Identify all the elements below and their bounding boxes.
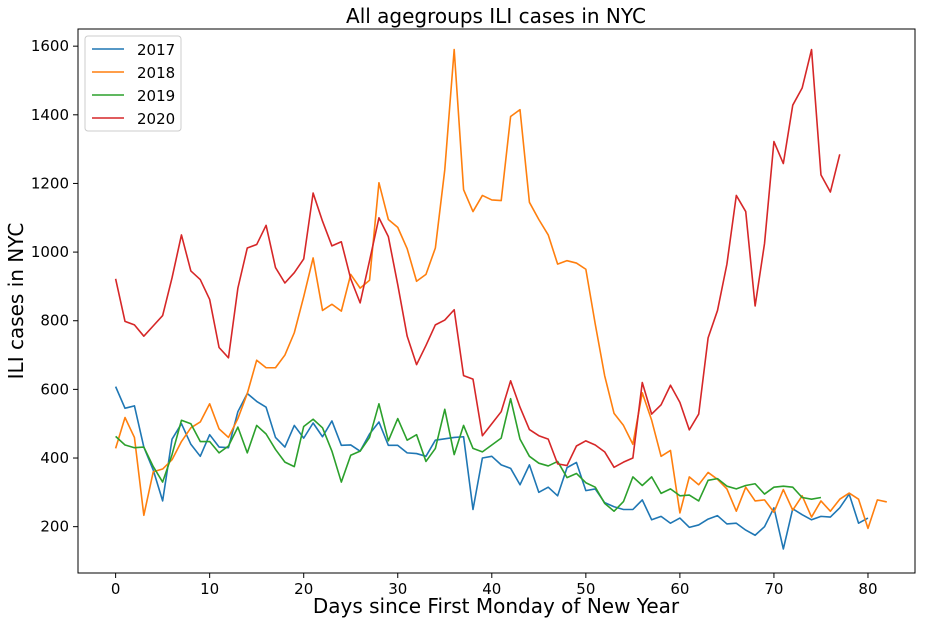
y-tick-label: 1600 — [31, 37, 69, 55]
x-axis: 0 10 20 30 40 50 60 70 80 — [111, 573, 878, 598]
chart-title: All agegroups ILI cases in NYC — [346, 4, 646, 28]
series-lines — [114, 48, 887, 550]
series-line-2017 — [114, 386, 869, 550]
y-tick-label: 400 — [40, 449, 69, 467]
series-line-2018 — [114, 48, 887, 530]
x-tick-label: 70 — [764, 580, 783, 598]
legend-label-2017: 2017 — [137, 41, 175, 59]
legend-label-2020: 2020 — [137, 110, 175, 128]
legend-label-2018: 2018 — [137, 64, 175, 82]
y-tick-label: 800 — [40, 312, 69, 330]
x-tick-label: 10 — [200, 580, 219, 598]
y-tick-label: 600 — [40, 380, 69, 398]
x-tick-label: 80 — [858, 580, 877, 598]
y-tick-label: 200 — [40, 518, 69, 536]
y-axis-label: ILI cases in NYC — [4, 223, 28, 380]
x-tick-label: 50 — [576, 580, 595, 598]
x-tick-label: 30 — [388, 580, 407, 598]
series-line-2020 — [114, 48, 841, 469]
legend: 2017 2018 2019 2020 — [84, 35, 182, 132]
x-tick-label: 60 — [670, 580, 689, 598]
x-tick-label: 20 — [294, 580, 313, 598]
series-line-2019 — [115, 397, 822, 513]
y-tick-label: 1200 — [31, 174, 69, 192]
y-axis: 200 400 600 800 1000 1200 1400 1600 — [31, 37, 78, 536]
y-tick-label: 1000 — [31, 243, 69, 261]
y-tick-label: 1400 — [31, 106, 69, 124]
legend-frame — [84, 35, 182, 132]
x-tick-label: 40 — [482, 580, 501, 598]
legend-label-2019: 2019 — [137, 87, 175, 105]
x-tick-label: 0 — [111, 580, 121, 598]
x-axis-label: Days since First Monday of New Year — [313, 594, 680, 618]
plot-area — [77, 28, 916, 574]
